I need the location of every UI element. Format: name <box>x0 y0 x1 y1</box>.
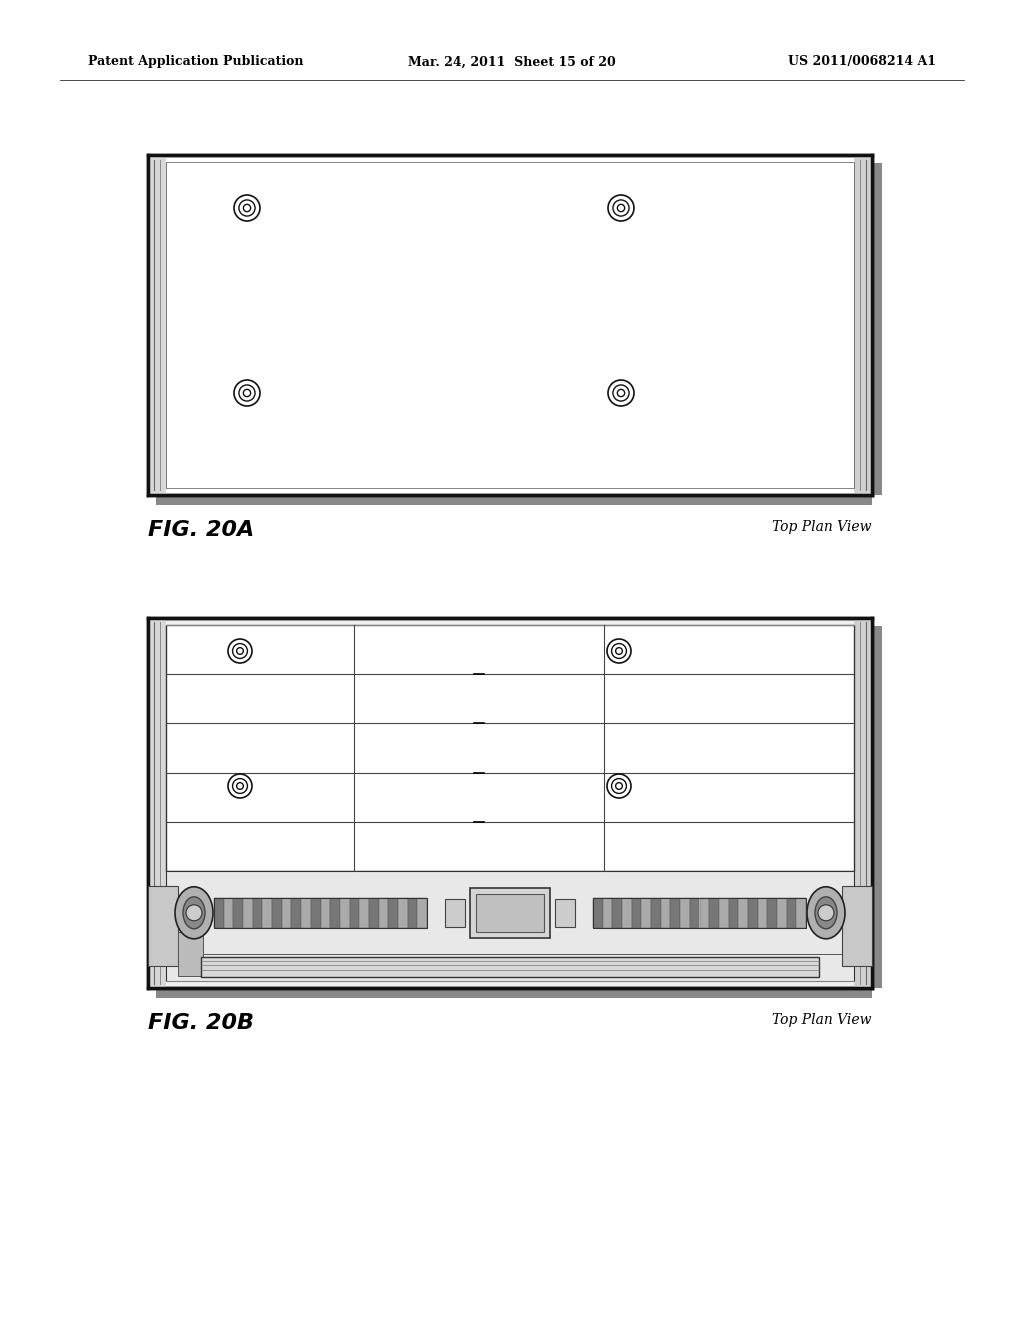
Bar <box>214 898 427 928</box>
Bar <box>253 898 262 928</box>
Bar <box>359 898 369 928</box>
Text: FIG. 20A: FIG. 20A <box>148 520 254 540</box>
Bar <box>555 899 575 927</box>
Bar <box>379 898 388 928</box>
Bar <box>282 898 292 928</box>
Bar <box>148 618 872 987</box>
Bar <box>872 162 882 495</box>
Bar <box>671 898 680 928</box>
Bar <box>418 898 427 928</box>
Bar <box>748 898 758 928</box>
Bar <box>842 886 872 966</box>
Bar <box>603 898 612 928</box>
Bar <box>148 154 872 495</box>
Bar <box>398 898 408 928</box>
Ellipse shape <box>175 887 213 939</box>
Bar <box>166 162 854 488</box>
Bar <box>680 898 690 928</box>
Text: Top Plan View: Top Plan View <box>772 1012 872 1027</box>
Bar <box>156 495 872 506</box>
Bar <box>767 898 777 928</box>
Bar <box>612 898 622 928</box>
Text: Mar. 24, 2011  Sheet 15 of 20: Mar. 24, 2011 Sheet 15 of 20 <box>409 55 615 69</box>
Bar <box>854 154 872 495</box>
Bar <box>233 898 243 928</box>
Circle shape <box>186 904 202 921</box>
Bar <box>797 898 806 928</box>
Bar <box>445 899 465 927</box>
Bar <box>148 154 166 495</box>
Bar <box>690 898 699 928</box>
Bar <box>243 898 253 928</box>
Circle shape <box>818 904 834 921</box>
Bar <box>178 932 203 975</box>
Bar <box>369 898 379 928</box>
Bar <box>272 898 282 928</box>
Bar <box>166 624 854 871</box>
Bar <box>777 898 786 928</box>
Bar <box>148 618 166 987</box>
Ellipse shape <box>815 896 837 929</box>
Bar <box>214 898 223 928</box>
Bar <box>156 987 872 998</box>
Bar <box>311 898 321 928</box>
Bar <box>408 898 418 928</box>
Bar <box>738 898 748 928</box>
Bar <box>593 898 603 928</box>
Text: FIG. 20B: FIG. 20B <box>148 1012 254 1034</box>
Bar <box>321 898 330 928</box>
Bar <box>340 898 349 928</box>
Bar <box>470 888 550 937</box>
Bar <box>710 898 719 928</box>
Bar <box>148 886 178 966</box>
Bar <box>622 898 632 928</box>
Bar <box>728 898 738 928</box>
Bar <box>262 898 272 928</box>
Bar <box>349 898 359 928</box>
Ellipse shape <box>183 896 205 929</box>
Bar <box>330 898 340 928</box>
Bar <box>651 898 660 928</box>
Bar <box>388 898 398 928</box>
Bar <box>660 898 671 928</box>
Bar <box>166 871 854 981</box>
Bar <box>758 898 767 928</box>
Bar <box>872 626 882 987</box>
Bar <box>593 898 806 928</box>
Text: Patent Application Publication: Patent Application Publication <box>88 55 303 69</box>
Bar <box>786 898 797 928</box>
Ellipse shape <box>807 887 845 939</box>
Bar <box>223 898 233 928</box>
Bar <box>854 618 872 987</box>
Bar <box>301 898 311 928</box>
Bar <box>699 898 710 928</box>
Bar <box>632 898 641 928</box>
Bar <box>476 894 544 932</box>
Bar <box>641 898 651 928</box>
Text: Top Plan View: Top Plan View <box>772 520 872 535</box>
Bar <box>201 957 819 977</box>
Bar <box>719 898 728 928</box>
Text: US 2011/0068214 A1: US 2011/0068214 A1 <box>788 55 936 69</box>
Bar <box>292 898 301 928</box>
